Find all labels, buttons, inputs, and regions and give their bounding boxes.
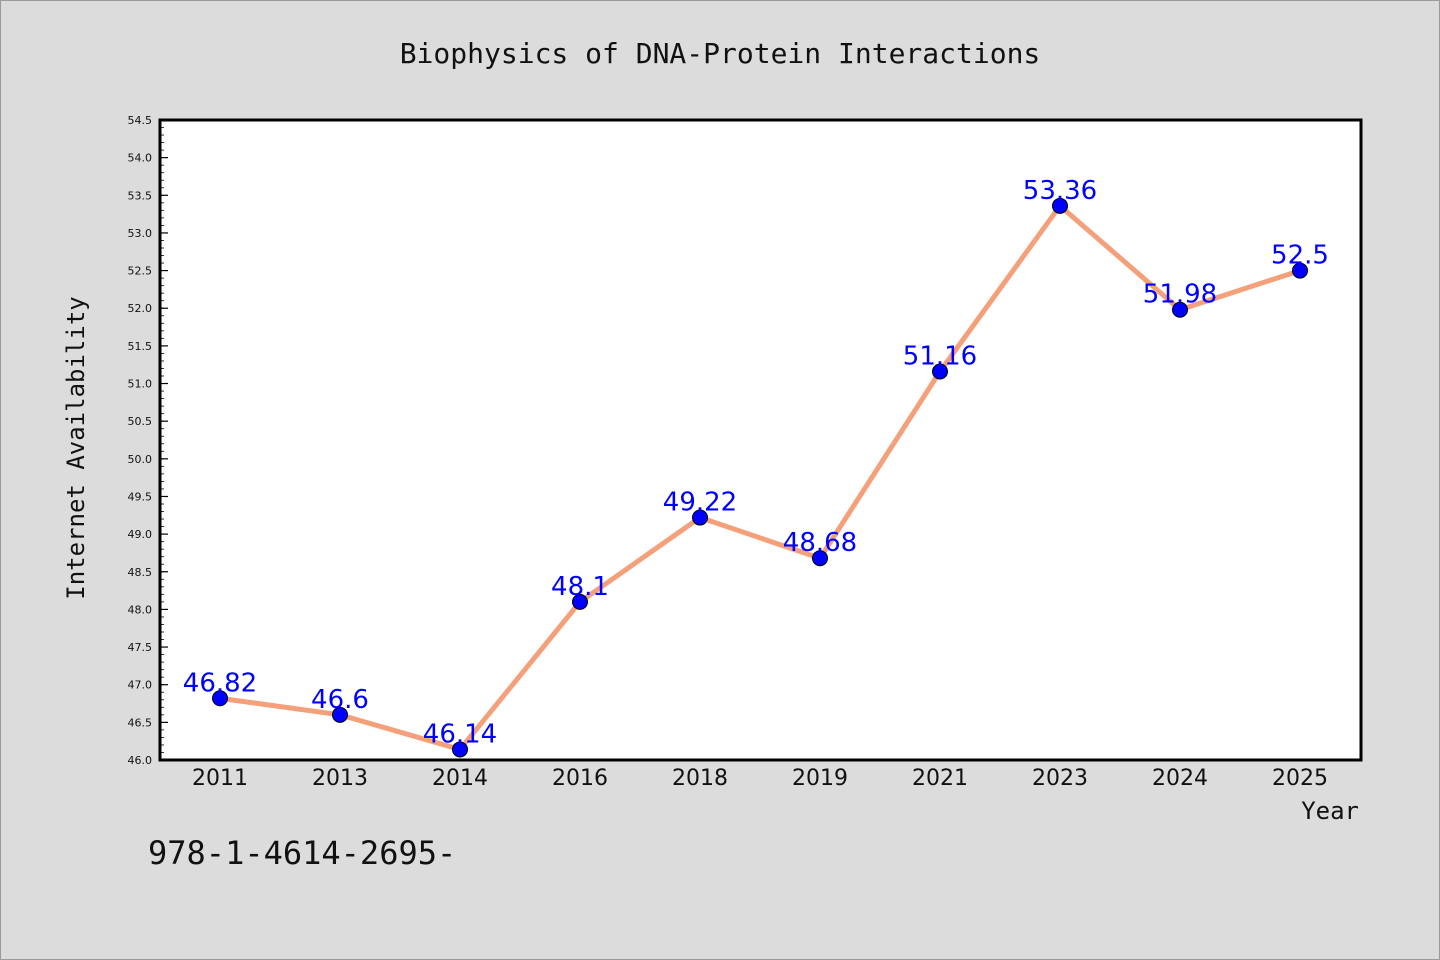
data-point	[932, 363, 948, 380]
x-tick-label: 2021	[912, 766, 968, 791]
x-tick-label: 2013	[312, 766, 368, 791]
data-label: 46.14	[423, 719, 497, 749]
data-point	[572, 593, 588, 610]
x-tick-label: 2023	[1032, 766, 1088, 791]
y-tick-label: 52.5	[128, 265, 153, 278]
plot-area	[158, 118, 1363, 762]
data-point	[1292, 262, 1308, 279]
y-tick-label: 51.0	[128, 378, 153, 391]
data-point	[452, 741, 468, 758]
y-tick-label: 49.0	[128, 528, 153, 541]
data-point	[812, 550, 828, 567]
y-tick-label: 50.0	[128, 453, 153, 466]
data-label: 51.98	[1143, 280, 1217, 310]
x-axis-label: Year	[1301, 797, 1359, 825]
y-tick-label: 49.5	[128, 490, 153, 503]
data-label: 46.6	[311, 685, 369, 715]
x-tick-label: 2024	[1152, 766, 1208, 791]
y-tick-label: 47.0	[128, 679, 153, 692]
data-label: 52.5	[1271, 241, 1329, 271]
y-tick-label: 46.5	[128, 716, 153, 729]
x-axis: 2011 2013 2014 2016 2018 2019 2021 2023 2024 2025	[192, 766, 1328, 791]
data-point	[212, 690, 228, 707]
y-axis-label: Internet Availability	[62, 296, 90, 599]
data-label: 51.16	[903, 341, 977, 371]
x-tick-label: 2025	[1272, 766, 1328, 791]
series	[212, 197, 1308, 758]
isbn-annotation: 978-1-4614-2695-	[148, 834, 456, 872]
series-line	[219, 203, 1301, 752]
data-labels: 46.82 46.6 46.14 48.1 49.22 48.68 51.16 53.36 51…	[183, 176, 1329, 750]
y-tick-label: 46.0	[128, 754, 153, 767]
y-tick-label: 51.5	[128, 340, 153, 353]
data-point	[692, 509, 708, 526]
data-point	[332, 706, 348, 723]
x-tick-label: 2018	[672, 766, 728, 791]
y-tick-label: 47.5	[128, 641, 153, 654]
data-label: 49.22	[663, 488, 737, 518]
data-label: 48.1	[551, 572, 609, 602]
data-label: 53.36	[1023, 176, 1097, 206]
y-tick-label: 50.5	[128, 415, 153, 428]
data-point	[1052, 197, 1068, 214]
data-label: 46.82	[183, 668, 257, 698]
data-point	[1172, 301, 1188, 318]
x-tick-label: 2014	[432, 766, 488, 791]
y-tick-label: 48.0	[128, 603, 153, 616]
chart-title: Biophysics of DNA-Protein Interactions	[400, 37, 1041, 70]
x-tick-label: 2011	[192, 766, 248, 791]
y-tick-label: 48.5	[128, 566, 153, 579]
x-tick-label: 2016	[552, 766, 608, 791]
data-label: 48.68	[783, 528, 857, 558]
y-tick-label: 53.5	[128, 189, 153, 202]
y-tick-label: 54.0	[128, 152, 153, 165]
y-tick-label: 54.5	[128, 114, 153, 127]
y-axis: 46.0 46.5 47.0 47.5 48.0 48.5 49.0 49.5 50.0 50.5…	[128, 114, 168, 767]
x-tick-label: 2019	[792, 766, 848, 791]
y-tick-label: 53.0	[128, 227, 153, 240]
y-tick-label: 52.0	[128, 302, 153, 315]
